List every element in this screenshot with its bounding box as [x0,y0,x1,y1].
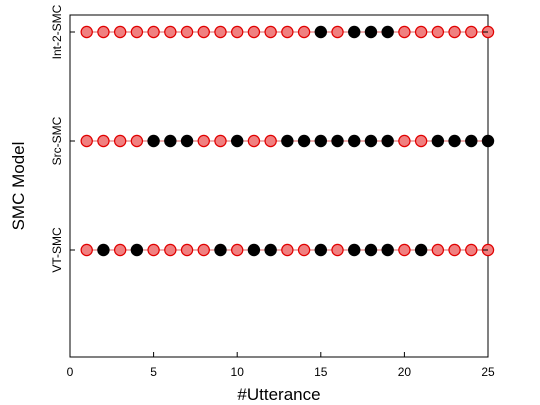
marker-open [130,134,144,148]
marker-open [147,25,160,39]
marker-open [264,134,277,148]
y-axis-ticks: Int-2-SMC Src-SMC VT-SMC [50,4,488,273]
marker-open [331,25,344,39]
marker-open [197,25,210,39]
marker-open [297,243,311,257]
marker-filled [180,134,194,148]
marker-filled [297,134,311,148]
marker-open [197,243,210,257]
marker-filled [381,134,394,148]
marker-filled [230,134,244,148]
marker-open [281,243,294,257]
marker-open [247,134,261,148]
marker-open [230,25,244,39]
marker-filled [381,25,394,39]
marker-open [398,243,411,257]
marker-filled [314,25,327,39]
marker-open [431,25,445,39]
marker-open [147,243,160,257]
marker-filled [364,134,378,148]
marker-filled [281,134,294,148]
marker-open [264,25,277,39]
marker-open [113,243,127,257]
marker-filled [348,243,361,257]
y-axis-label: SMC Model [9,142,28,231]
marker-filled [465,134,478,148]
marker-open [164,243,177,257]
marker-open [230,243,244,257]
y-tick-label: VT-SMC [50,227,64,273]
marker-open [97,134,110,148]
marker-filled [130,243,144,257]
marker-filled [348,25,361,39]
marker-open [247,25,261,39]
x-tick-label: 0 [67,365,74,379]
marker-filled [164,134,177,148]
marker-open [281,25,294,39]
marker-open [113,25,127,39]
marker-filled [414,243,428,257]
x-tick-label: 20 [398,365,412,379]
marker-open [164,25,177,39]
marker-filled [348,134,361,148]
x-tick-label: 15 [314,365,328,379]
marker-open [331,243,344,257]
marker-open [398,25,411,39]
marker-filled [431,134,445,148]
marker-filled [448,134,461,148]
marker-filled [314,243,327,257]
marker-open [130,25,144,39]
marker-open [113,134,127,148]
marker-filled [364,25,378,39]
marker-open [197,134,210,148]
marker-open [414,25,428,39]
marker-open [431,243,445,257]
series-layer [80,25,495,257]
x-axis-label: #Utterance [237,385,320,404]
marker-open [80,25,93,39]
marker-open [448,243,461,257]
marker-open [414,134,428,148]
marker-open [297,25,311,39]
plot-frame [69,14,489,358]
x-tick-label: 10 [231,365,245,379]
marker-open [448,25,461,39]
marker-filled [247,243,261,257]
marker-filled [314,134,327,148]
marker-filled [331,134,344,148]
y-tick-label: Int-2-SMC [50,4,64,59]
x-axis-ticks: 0 5 10 15 20 25 [67,352,495,379]
marker-filled [214,243,227,257]
y-tick-label: Src-SMC [50,116,64,165]
marker-filled [147,134,160,148]
marker-open [97,25,110,39]
marker-open [180,25,194,39]
marker-filled [381,243,394,257]
marker-filled [364,243,378,257]
x-tick-label: 25 [481,365,495,379]
marker-filled [97,243,110,257]
marker-open [214,134,227,148]
marker-open [398,134,411,148]
marker-open [214,25,227,39]
marker-open [180,243,194,257]
x-tick-label: 5 [150,365,157,379]
marker-open [465,243,478,257]
marker-open [80,243,93,257]
marker-open [80,134,93,148]
marker-open [465,25,478,39]
marker-filled [264,243,277,257]
